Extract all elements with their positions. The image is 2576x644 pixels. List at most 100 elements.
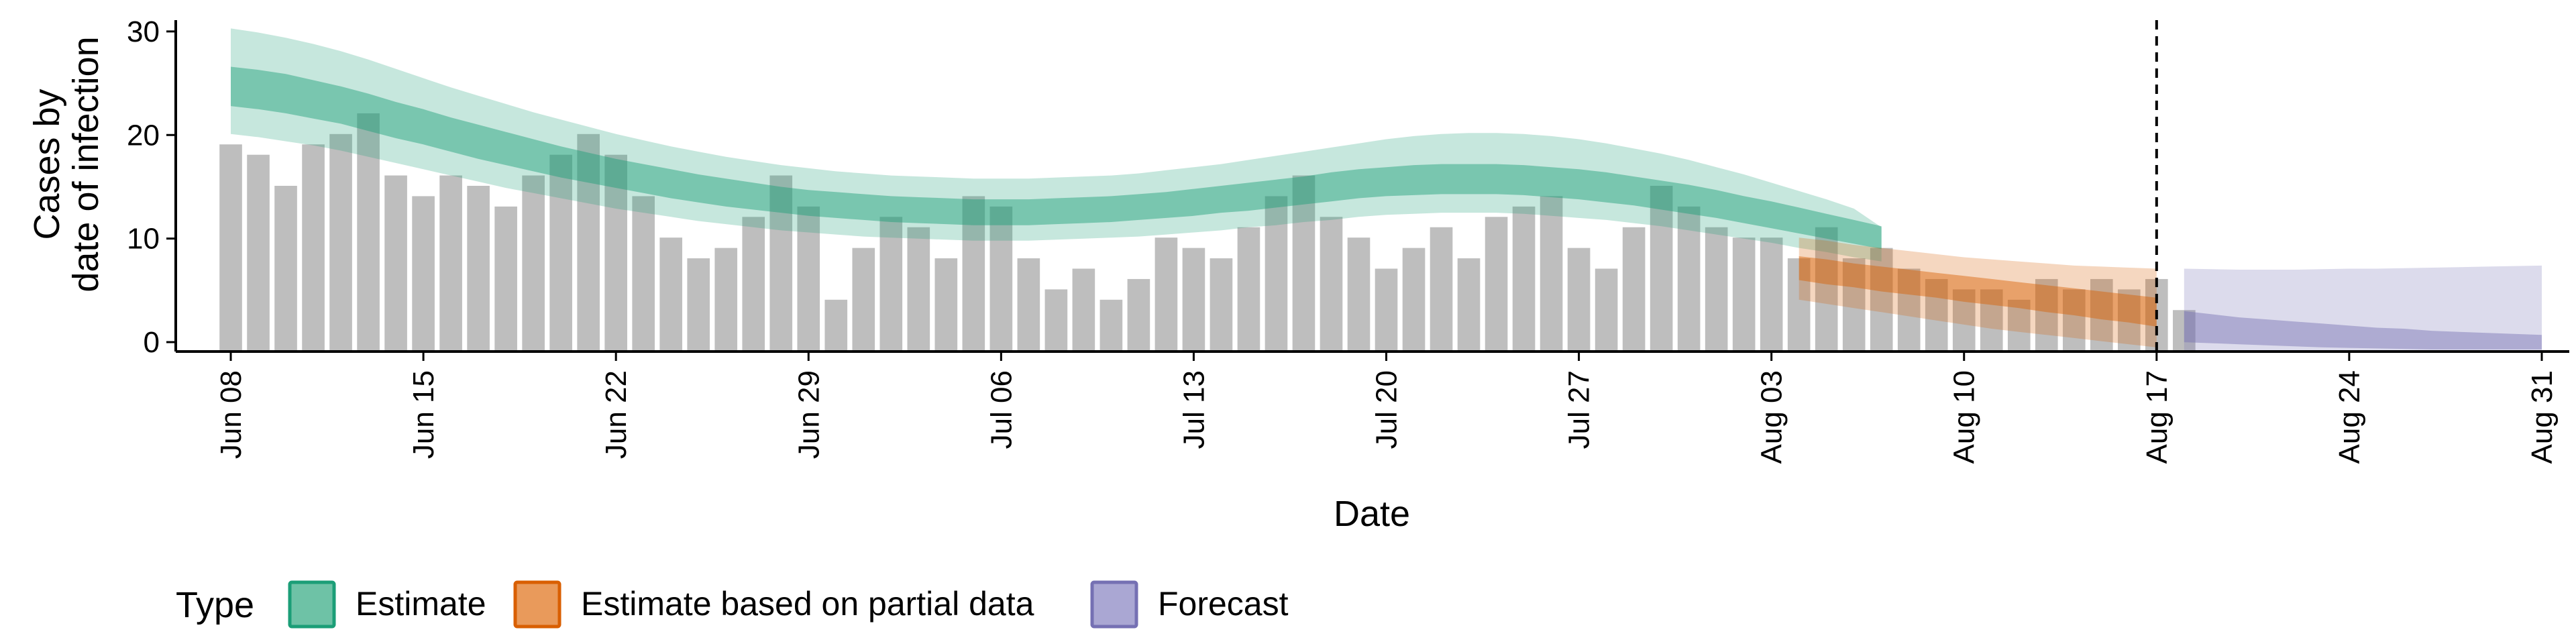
reported-case-bar [467,186,490,352]
reported-case-bar [1567,248,1591,352]
reported-case-bar [907,227,930,352]
x-tick-label: Jul 20 [1371,370,1403,449]
x-tick-label: Aug 03 [1756,370,1788,464]
reported-case-bar [632,196,655,352]
reported-case-bar [1017,258,1040,352]
reported-case-bar [934,258,958,352]
reported-case-bar [247,154,270,352]
reported-case-bar [2090,278,2113,352]
reported-case-bar [1512,206,1536,352]
reported-case-bar [1485,217,1508,352]
estimate-based-on-partial-data-outer-band [1799,237,2157,347]
reported-case-bar [439,175,462,352]
reported-case-bar [577,133,600,352]
y-tick-label: 0 [144,326,160,359]
reported-case-bar [1595,268,1618,352]
reported-case-bar [1760,237,1783,352]
estimate-ribbons [231,28,2542,352]
reported-case-bar [989,206,1013,352]
reported-case-bar [852,248,875,352]
reported-case-bar [302,144,325,352]
y-axis-title-line-1: Cases by [27,89,67,239]
reported-case-bar [1870,248,1893,352]
x-axis-ticks: Jun 08 Jun 15 Jun 22 Jun 29 Jul 06 Jul 13 Jul … [215,352,2559,464]
legend-label-partial: Estimate based on partial data [581,585,1034,623]
x-tick-label: Jun 08 [215,370,248,459]
reported-case-bar [687,258,710,352]
reported-case-bar [1705,227,1728,352]
x-tick-label: Jun 15 [407,370,440,459]
forecast-inner-band [2184,311,2542,350]
reported-case-bar [329,133,352,352]
reported-case-bar [797,206,820,352]
reported-case-bar [1677,206,1701,352]
reported-case-bar [1842,258,1866,352]
reported-case-bar [1210,258,1233,352]
reported-case-bar [1127,278,1150,352]
x-tick-label: Jun 29 [792,370,825,459]
reported-case-bar [384,175,407,352]
reported-case-bar [494,206,517,352]
estimate-outer-band [231,28,1882,262]
reported-case-bar [412,196,435,352]
reported-case-bar [1732,237,1756,352]
y-tick-label: 20 [127,119,160,152]
reported-case-bar [659,237,683,352]
reported-case-bar [219,144,242,352]
forecast-outer-band [2184,265,2542,352]
estimate-inner-band [231,66,1882,250]
x-tick-label: Aug 24 [2333,370,2366,464]
reported-case-bar [274,186,297,352]
reported-case-bar [1044,289,1068,352]
reported-case-bar [1320,217,1343,352]
reported-case-bar [1347,237,1371,352]
reported-case-bar [357,113,380,352]
y-axis-title-line-2: date of infection [66,36,106,292]
reported-case-bar [1540,196,1563,352]
reported-case-bar [879,217,903,352]
legend-title: Type [176,585,254,625]
x-tick-label: Jul 27 [1563,370,1596,449]
reported-case-bar [522,175,545,352]
reported-case-bar [1815,227,1838,352]
reported-case-bar [604,154,627,352]
reported-case-bar [549,154,572,352]
axes [174,20,2569,353]
reported-case-bar [1897,268,1921,352]
reported-case-bar [1155,237,1178,352]
reported-case-bar [1650,186,1673,352]
reported-case-bar [1182,248,1205,352]
reported-case-bar [1622,227,1646,352]
reported-case-bar [2173,310,2196,352]
reported-case-bar [1237,227,1260,352]
reported-case-bar [1099,299,1123,352]
reported-case-bar [1925,278,1948,352]
x-tick-label: Aug 10 [1948,370,1981,464]
reported-case-bar [1952,289,1976,352]
reported-case-bar [769,175,793,352]
reported-case-bar [742,217,765,352]
legend-key-forecast [1090,580,1138,629]
reported-case-bar [1457,258,1481,352]
reported-case-bar [824,299,848,352]
legend-label-forecast: Forecast [1158,585,1289,623]
legend-label-estimate: Estimate [356,585,486,623]
reported-case-bar [1980,289,2003,352]
x-axis-title: Date [1334,494,1410,534]
x-tick-label: Jul 13 [1177,370,1210,449]
reported-case-bar [1375,268,1398,352]
reported-case-bar [1265,196,1288,352]
reported-case-bar [2062,289,2086,352]
legend: Type Estimate Estimate based on partial … [176,580,1289,629]
legend-key-partial [513,580,561,629]
reported-case-bar [2035,278,2058,352]
y-axis-ticks: 0 10 20 30 [127,15,176,359]
y-tick-label: 30 [127,15,160,48]
reported-case-bar [1430,227,1453,352]
reported-case-bar [1292,175,1316,352]
reported-case-bar [1787,258,1811,352]
reported-case-bar [962,196,985,352]
reported-case-bar [1402,248,1426,352]
x-tick-label: Aug 17 [2141,370,2174,464]
